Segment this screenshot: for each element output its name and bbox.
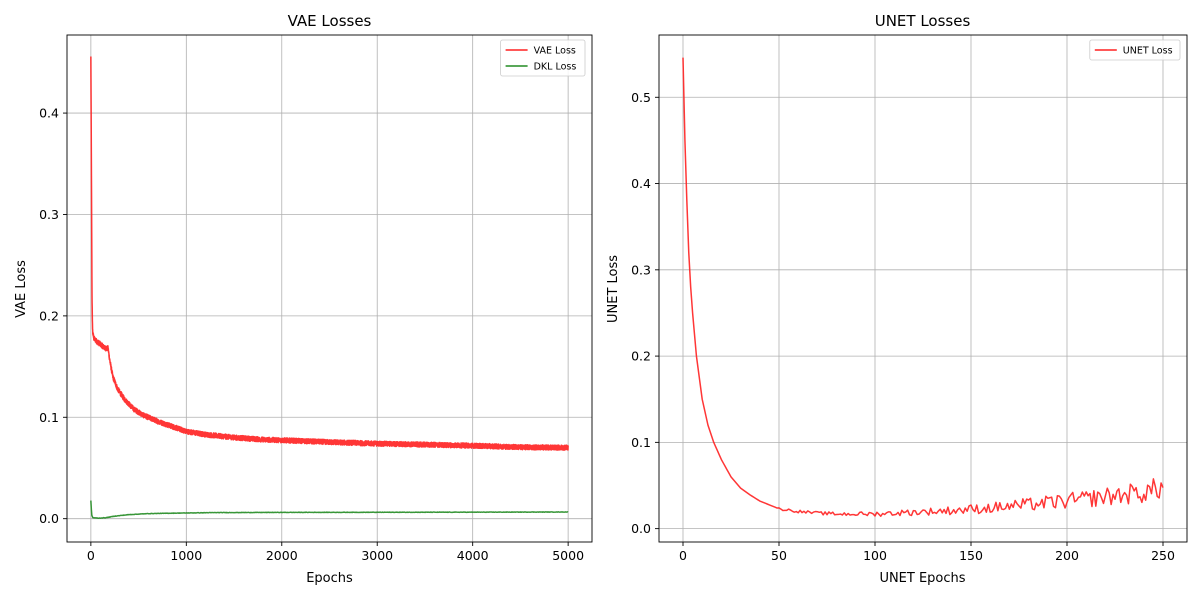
x-tick-label: 1000	[170, 548, 202, 563]
x-tick-label: 250	[1151, 548, 1175, 563]
y-axis-label: UNET Loss	[606, 255, 621, 323]
x-tick-label: 200	[1055, 548, 1079, 563]
x-axis-label: Epochs	[306, 571, 353, 586]
x-axis-label: UNET Epochs	[879, 571, 965, 586]
legend-label: DKL Loss	[534, 62, 577, 73]
series-line	[90, 56, 569, 451]
y-tick-label: 0.4	[631, 176, 651, 191]
x-tick-label: 150	[959, 548, 983, 563]
y-tick-label: 0.4	[39, 106, 59, 121]
x-tick-label: 3000	[361, 548, 393, 563]
y-tick-label: 0.3	[39, 207, 59, 222]
series-group	[682, 57, 1164, 517]
x-tick-label: 2000	[266, 548, 298, 563]
y-tick-label: 0.0	[631, 521, 651, 536]
series-line	[90, 500, 569, 520]
x-tick-label: 0	[87, 548, 95, 563]
axes-frame	[66, 34, 593, 543]
y-axis-label: VAE Loss	[14, 260, 29, 318]
legend: VAE Loss DKL Loss	[500, 39, 586, 77]
chart-title: UNET Losses	[875, 12, 971, 30]
axes-frame	[658, 34, 1188, 543]
series-group	[90, 56, 569, 520]
y-tick-label: 0.3	[631, 262, 651, 277]
y-tick-label: 0.1	[631, 435, 651, 450]
y-tick-label: 0.0	[39, 511, 59, 526]
y-tick-label: 0.5	[631, 90, 651, 105]
series-line	[682, 57, 1164, 517]
x-tick-label: 100	[863, 548, 887, 563]
y-tick-label: 0.2	[39, 308, 59, 323]
legend-box	[500, 39, 586, 77]
unet-losses-chart: UNET Losses UNET Epochs UNET Loss 0 50 100…	[606, 12, 1188, 586]
legend-label: UNET Loss	[1123, 46, 1173, 57]
chart-title: VAE Losses	[288, 12, 372, 30]
x-tick-label: 50	[771, 548, 787, 563]
x-tick-label: 0	[679, 548, 687, 563]
vae-losses-chart: VAE Losses Epochs VAE Loss 0 1000 2000 3000…	[14, 12, 593, 586]
x-tick-label: 4000	[457, 548, 489, 563]
legend-label: VAE Loss	[534, 46, 576, 57]
y-tick-label: 0.1	[39, 410, 59, 425]
legend: UNET Loss	[1089, 39, 1181, 61]
x-tick-label: 5000	[552, 548, 584, 563]
grid	[659, 35, 1187, 542]
legend-box	[1089, 39, 1181, 61]
y-tick-label: 0.2	[631, 349, 651, 364]
